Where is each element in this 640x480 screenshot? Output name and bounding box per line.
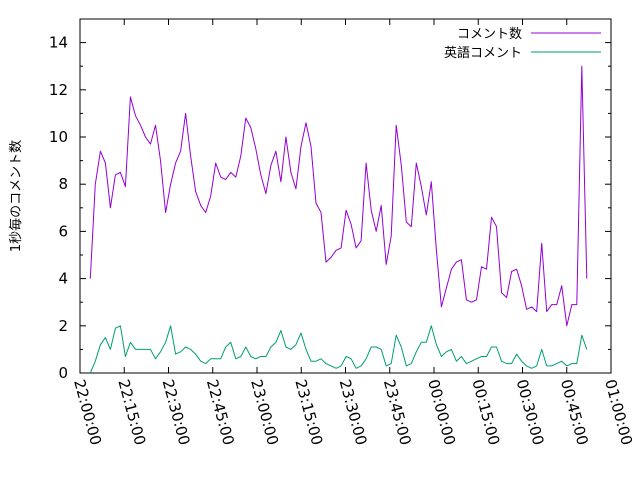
x-tick-label: 23:30:00 — [336, 377, 371, 447]
y-tick-label: 12 — [49, 81, 68, 99]
y-tick-label: 14 — [49, 34, 68, 52]
y-axis-label: 1秒毎のコメント数 — [8, 140, 24, 252]
y-tick-label: 4 — [58, 270, 68, 288]
plot-frame — [79, 18, 612, 374]
y-tick-label: 10 — [49, 128, 68, 146]
x-tick-label: 00:00:00 — [424, 377, 459, 447]
x-tick-label: 23:45:00 — [380, 377, 415, 447]
x-tick-label: 22:30:00 — [159, 377, 194, 447]
legend-label-1: 英語コメント — [444, 45, 522, 61]
x-tick-label: 23:15:00 — [291, 377, 326, 447]
x-tick-label: 00:15:00 — [468, 377, 503, 447]
y-axis-ticks: 0 2 4 6 8 10 12 14 — [49, 34, 611, 382]
x-tick-label: 01:00:00 — [601, 377, 636, 447]
x-tick-label: 22:00:00 — [70, 377, 105, 447]
series-line-1 — [89, 325, 588, 374]
x-tick-label: 00:45:00 — [557, 377, 592, 447]
series-lines — [89, 65, 588, 374]
y-tick-label: 6 — [58, 222, 68, 240]
series-line-0 — [89, 65, 588, 327]
x-tick-label: 22:15:00 — [114, 377, 149, 447]
y-tick-label: 8 — [58, 175, 68, 193]
legend-label-0: コメント数 — [457, 27, 522, 42]
x-tick-label: 23:00:00 — [247, 377, 282, 447]
y-tick-label: 0 — [58, 364, 68, 382]
x-tick-label: 22:45:00 — [203, 377, 238, 447]
x-tick-label: 00:30:00 — [513, 377, 548, 447]
y-tick-label: 2 — [58, 317, 68, 335]
